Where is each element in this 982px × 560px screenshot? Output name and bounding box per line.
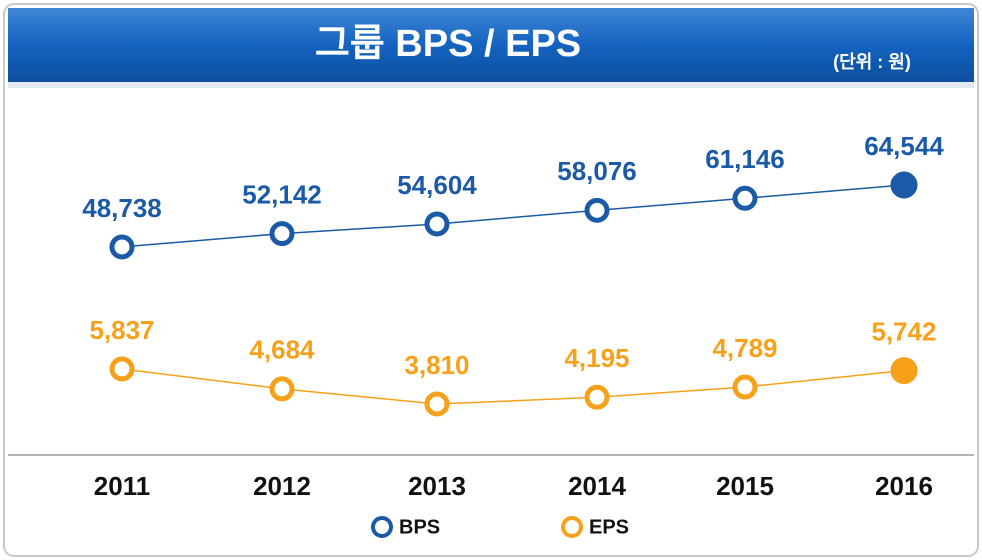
x-tick-label: 2011: [94, 471, 150, 501]
x-tick-label: 2016: [875, 471, 933, 501]
data-point: [584, 384, 610, 410]
data-point: [424, 391, 450, 417]
series-line: [121, 368, 905, 405]
data-point: [732, 185, 758, 211]
series-line: [121, 184, 905, 248]
frame: [3, 3, 979, 557]
legend-label: BPS: [399, 516, 440, 538]
data-point: [732, 374, 758, 400]
data-label: 5,837: [89, 315, 154, 345]
data-point: [890, 357, 918, 385]
data-point: [109, 234, 135, 260]
data-point: [890, 171, 918, 199]
x-tick-label: 2012: [253, 471, 311, 501]
data-point: [269, 221, 295, 247]
header-shadow: [8, 82, 974, 88]
data-point: [109, 356, 135, 382]
data-point: [269, 376, 295, 402]
data-point: [584, 197, 610, 223]
x-tick-label: 2013: [408, 471, 466, 501]
data-label: 48,738: [82, 193, 162, 223]
data-label: 58,076: [557, 156, 637, 186]
data-point: [424, 211, 450, 237]
data-label: 4,195: [564, 343, 629, 373]
data-label: 64,544: [864, 131, 944, 161]
data-label: 3,810: [404, 350, 469, 380]
chart-subtitle: (단위 : 원): [833, 52, 911, 72]
legend-marker: [371, 516, 393, 538]
data-label: 4,789: [712, 333, 777, 363]
data-label: 5,742: [871, 316, 936, 346]
legend-marker: [561, 516, 583, 538]
data-label: 52,142: [242, 179, 322, 209]
x-tick-label: 2014: [568, 471, 626, 501]
chart-title: 그룹 BPS / EPS: [315, 23, 581, 65]
data-label: 61,146: [705, 144, 785, 174]
data-label: 4,684: [249, 335, 315, 365]
data-label: 54,604: [397, 170, 477, 200]
legend-label: EPS: [589, 516, 629, 538]
x-tick-label: 2015: [716, 471, 774, 501]
header: [8, 8, 974, 82]
